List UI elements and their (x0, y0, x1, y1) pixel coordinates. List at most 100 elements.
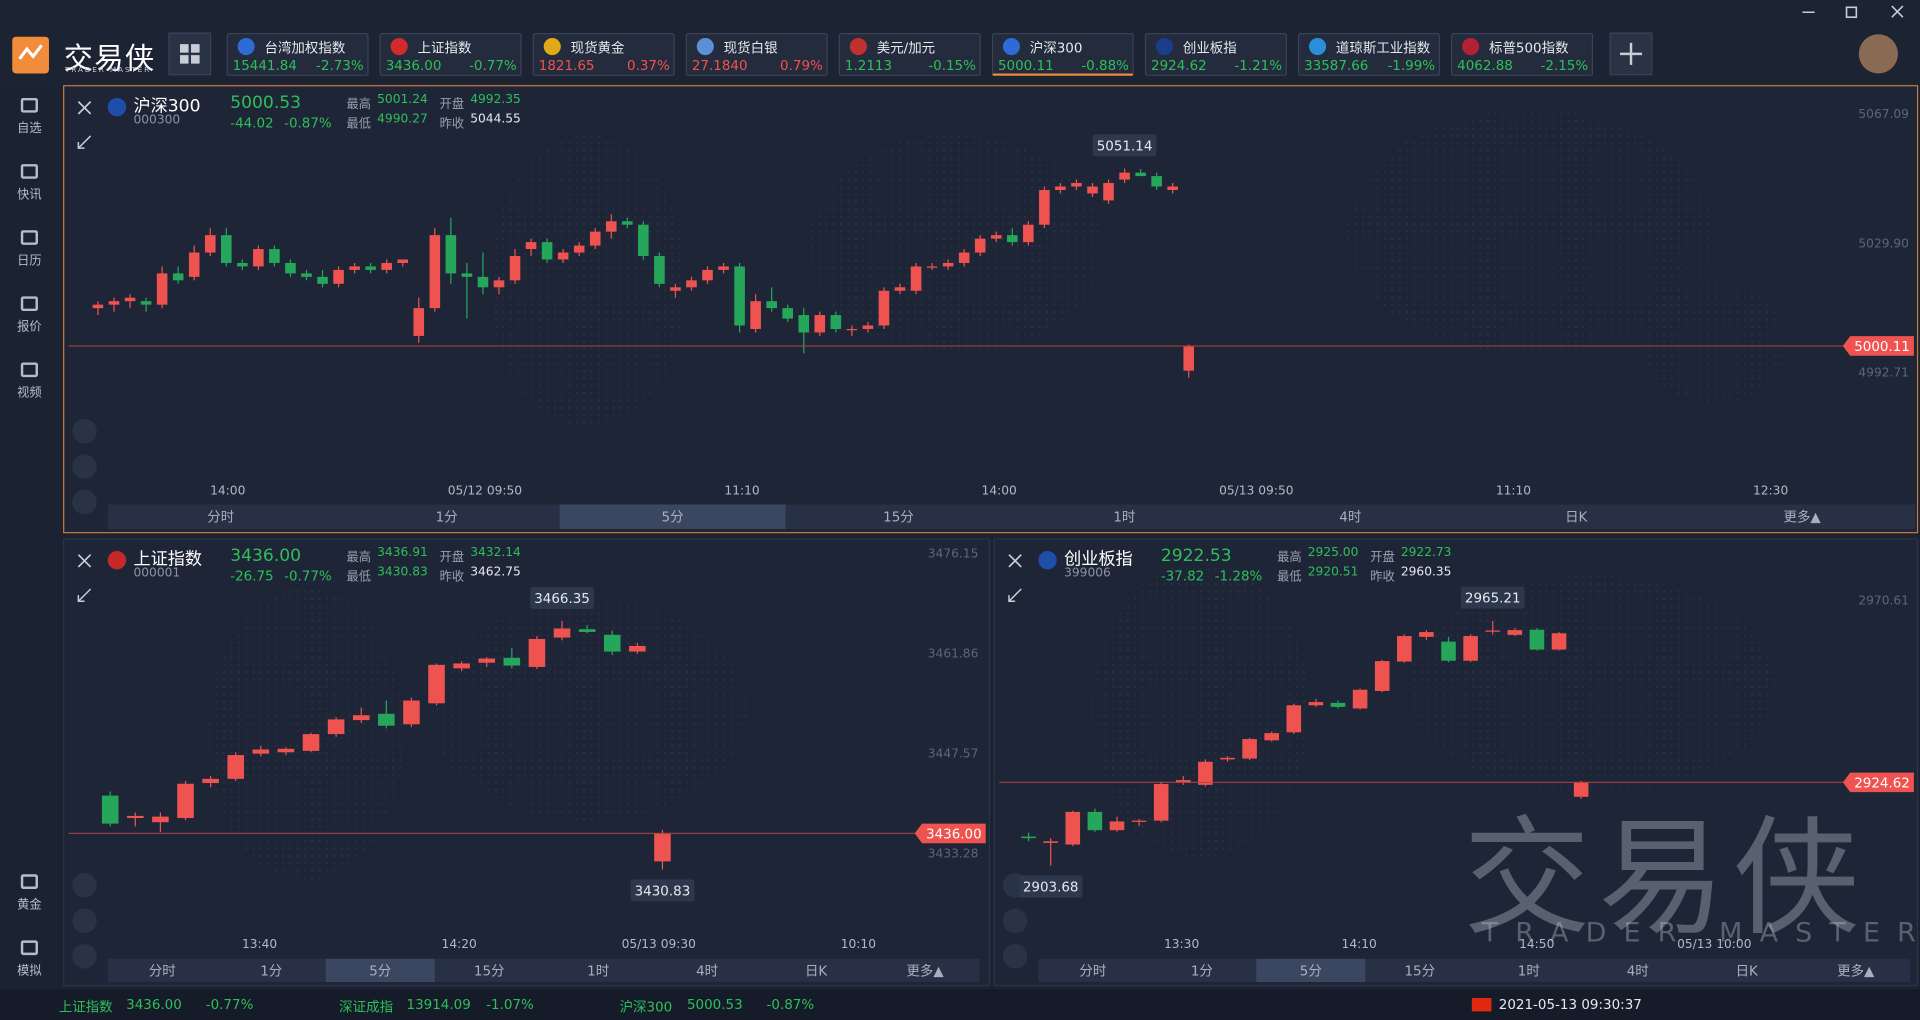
avatar[interactable] (1858, 34, 1898, 74)
tool-button[interactable] (72, 944, 97, 969)
candle-body (277, 748, 295, 753)
ticker-icon (543, 37, 561, 56)
tab-label[interactable]: 分时 (207, 510, 234, 526)
tab-label[interactable]: 5分 (662, 510, 684, 526)
tab-label[interactable]: 15分 (883, 510, 914, 526)
sidebar-icon (20, 874, 38, 889)
ticker[interactable]: 道琼斯工业指数 33587.66 -1.99% (1297, 33, 1440, 76)
sidebar-item[interactable]: 模拟 (0, 940, 59, 978)
ticker[interactable]: 沪深300 5000.11 -0.88% (991, 33, 1134, 76)
candle-body (1109, 821, 1125, 831)
candle-body (365, 266, 376, 270)
plus-icon (1620, 42, 1643, 65)
ticker-price: 15441.84 (232, 57, 297, 74)
ticker-change: -0.88% (1081, 57, 1129, 74)
candle-body (958, 252, 970, 263)
tab-label[interactable]: 5分 (1300, 963, 1322, 979)
tab-label[interactable]: 1分 (436, 510, 458, 526)
sidebar-item[interactable]: 黄金 (0, 874, 59, 912)
x-tick-label: 05/13 09:50 (1219, 484, 1293, 498)
tool-button[interactable] (72, 454, 97, 479)
tab-active[interactable] (1256, 958, 1366, 983)
symbol-icon (107, 551, 127, 570)
tab-label[interactable]: 1分 (260, 963, 282, 979)
x-tick-label: 11:10 (724, 484, 759, 498)
tab-label[interactable]: 1分 (1191, 963, 1213, 979)
layout-button[interactable] (168, 32, 212, 76)
tab-label[interactable]: 4时 (1339, 510, 1361, 526)
tab-label[interactable]: 4时 (696, 963, 718, 979)
symbol-title[interactable]: 沪深300 (133, 96, 201, 117)
stat-value: 5044.55 (470, 112, 521, 127)
status-price: 3436.00 (126, 996, 182, 1013)
tab-label[interactable]: 更多▲ (906, 962, 944, 979)
watermark-title: 交易侠 (1463, 803, 1868, 953)
candle-body (578, 629, 596, 632)
ticker[interactable]: 美元/加元 1.2113 -0.15% (838, 33, 981, 76)
tab-label[interactable]: 分时 (149, 963, 176, 979)
close-icon[interactable] (77, 101, 92, 115)
candle-body (101, 795, 119, 824)
expand-icon (77, 588, 92, 602)
candle-body (220, 235, 232, 263)
tab-label[interactable]: 15分 (474, 963, 505, 979)
tab-label[interactable]: 15分 (1405, 963, 1436, 979)
tab-active[interactable] (325, 958, 435, 983)
y-tick-label: 5067.09 (1858, 107, 1909, 121)
tab-label[interactable]: 日K (805, 964, 828, 979)
candle-body (1006, 235, 1018, 243)
tab-label[interactable]: 日K (1736, 964, 1759, 979)
candle-body (1131, 820, 1147, 822)
sidebar-icon (20, 230, 38, 245)
tool-button[interactable] (72, 418, 97, 444)
sidebar-label: 视频 (17, 386, 42, 401)
sidebar-item[interactable]: 日历 (0, 230, 59, 268)
callout-label: 3466.35 (534, 592, 590, 607)
close-icon[interactable] (77, 554, 92, 568)
sidebar-item[interactable]: 报价 (0, 296, 59, 334)
tab-label[interactable]: 1时 (1518, 963, 1540, 979)
ticker[interactable]: 创业板指 2924.62 -1.21% (1144, 33, 1287, 76)
ticker-price: 4062.88 (1457, 57, 1513, 74)
ticker-icon (849, 37, 867, 56)
tab-label[interactable]: 4时 (1627, 963, 1649, 979)
tool-button[interactable] (1002, 944, 1028, 969)
sidebar-label: 自选 (17, 122, 42, 136)
candle-body (1021, 836, 1036, 839)
sidebar-label: 报价 (17, 320, 42, 335)
ticker[interactable]: 标普500指数 4062.88 -2.15% (1451, 33, 1594, 76)
candle-body (333, 269, 344, 284)
sidebar-item[interactable]: 自选 (0, 97, 59, 136)
tab-active[interactable] (559, 504, 786, 529)
tab-label[interactable]: 1时 (1113, 510, 1135, 526)
tab-label[interactable]: 更多▲ (1837, 962, 1875, 979)
tab-label[interactable]: 日K (1565, 511, 1588, 526)
candle-body (528, 638, 546, 667)
tool-button[interactable] (1002, 908, 1028, 934)
window-controls[interactable] (1802, 5, 1904, 18)
ticker[interactable]: 台湾加权指数 15441.84 -2.73% (226, 33, 369, 76)
tab-label[interactable]: 更多▲ (1784, 509, 1822, 526)
tool-button[interactable] (72, 873, 97, 898)
ticker[interactable]: 现货白银 27.1840 0.79% (685, 33, 828, 76)
candle-body (461, 273, 473, 277)
tab-label[interactable]: 5分 (369, 963, 391, 979)
ticker-name: 美元/加元 (876, 40, 936, 57)
symbol-title[interactable]: 创业板指 (1064, 549, 1133, 570)
tool-button[interactable] (72, 908, 97, 934)
candle-body (654, 256, 665, 284)
ticker-icon (1308, 37, 1327, 56)
sidebar-item[interactable]: 快讯 (0, 164, 59, 202)
tab-label[interactable]: 1时 (587, 963, 609, 979)
tool-button[interactable] (72, 489, 97, 515)
sidebar-label: 黄金 (17, 898, 42, 913)
candle-body (1071, 183, 1082, 187)
candle-body (1103, 183, 1114, 201)
symbol-icon (1038, 551, 1057, 570)
symbol-title[interactable]: 上证指数 (133, 549, 203, 570)
tab-label[interactable]: 分时 (1079, 963, 1106, 979)
ticker[interactable]: 现货黄金 1821.65 0.37% (532, 33, 675, 76)
sidebar-item[interactable]: 视频 (0, 362, 59, 400)
close-icon[interactable] (1008, 554, 1022, 568)
ticker[interactable]: 上证指数 3436.00 -0.77% (379, 33, 522, 76)
